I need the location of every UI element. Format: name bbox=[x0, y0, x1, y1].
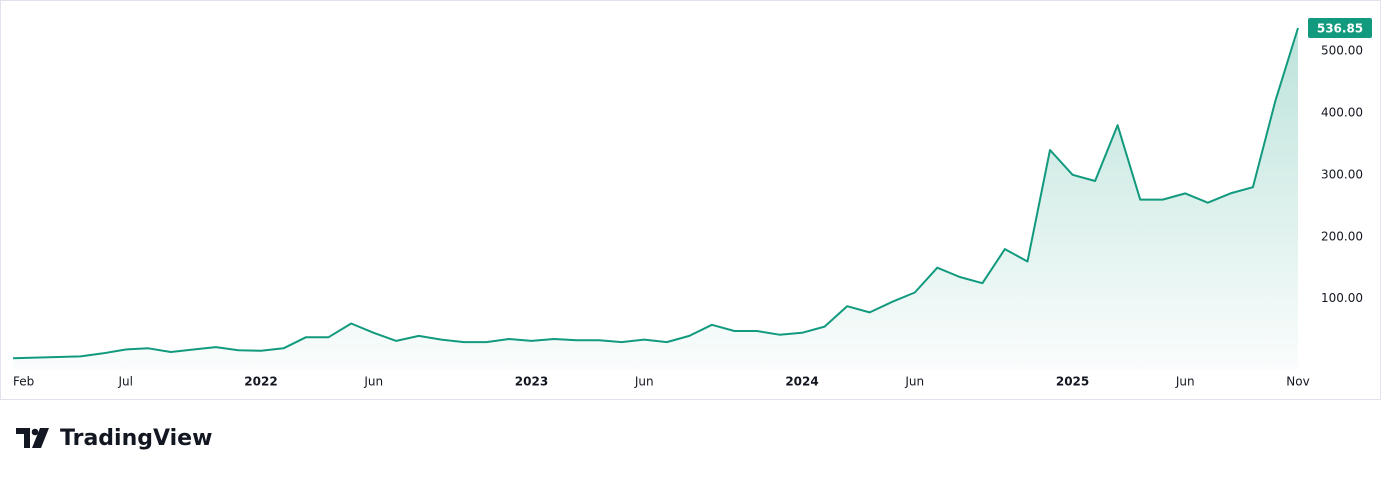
y-tick-label: 500.00 bbox=[1321, 43, 1363, 57]
plot: Feb Jul 2022 Jun 2023 Jun 2024 Jun 2025 Jun Nov 100… bbox=[12, 17, 1372, 389]
x-tick-label: 2025 bbox=[1056, 375, 1089, 389]
area-fill bbox=[13, 28, 1298, 370]
logo-text: TradingView bbox=[60, 426, 212, 451]
x-tick-label: Jun bbox=[904, 375, 924, 389]
y-tick-label: 100.00 bbox=[1321, 291, 1363, 305]
y-tick-label: 400.00 bbox=[1321, 105, 1363, 119]
x-tick-label: 2023 bbox=[515, 375, 548, 389]
logo-icon bbox=[31, 428, 39, 436]
x-tick-label: 2022 bbox=[244, 375, 277, 389]
x-tick-label: 2024 bbox=[785, 375, 818, 389]
x-tick-label: Jun bbox=[363, 375, 383, 389]
y-tick-label: 200.00 bbox=[1321, 229, 1363, 243]
x-tick-label: Nov bbox=[1286, 375, 1309, 389]
last-value-label: 536.85 bbox=[1317, 21, 1363, 35]
price-line bbox=[12, 27, 1299, 360]
x-tick-label: Jul bbox=[117, 375, 132, 389]
last-value-badge bbox=[1308, 17, 1372, 38]
x-tick-label: Jun bbox=[634, 375, 654, 389]
x-tick-label: Jun bbox=[1175, 375, 1195, 389]
x-tick-label: Feb bbox=[13, 375, 34, 389]
logo-icon bbox=[16, 428, 30, 448]
logo-icon bbox=[32, 428, 49, 448]
chart-frame bbox=[0, 0, 1381, 400]
logo: TradingView bbox=[16, 426, 212, 451]
y-tick-label: 300.00 bbox=[1321, 167, 1363, 181]
